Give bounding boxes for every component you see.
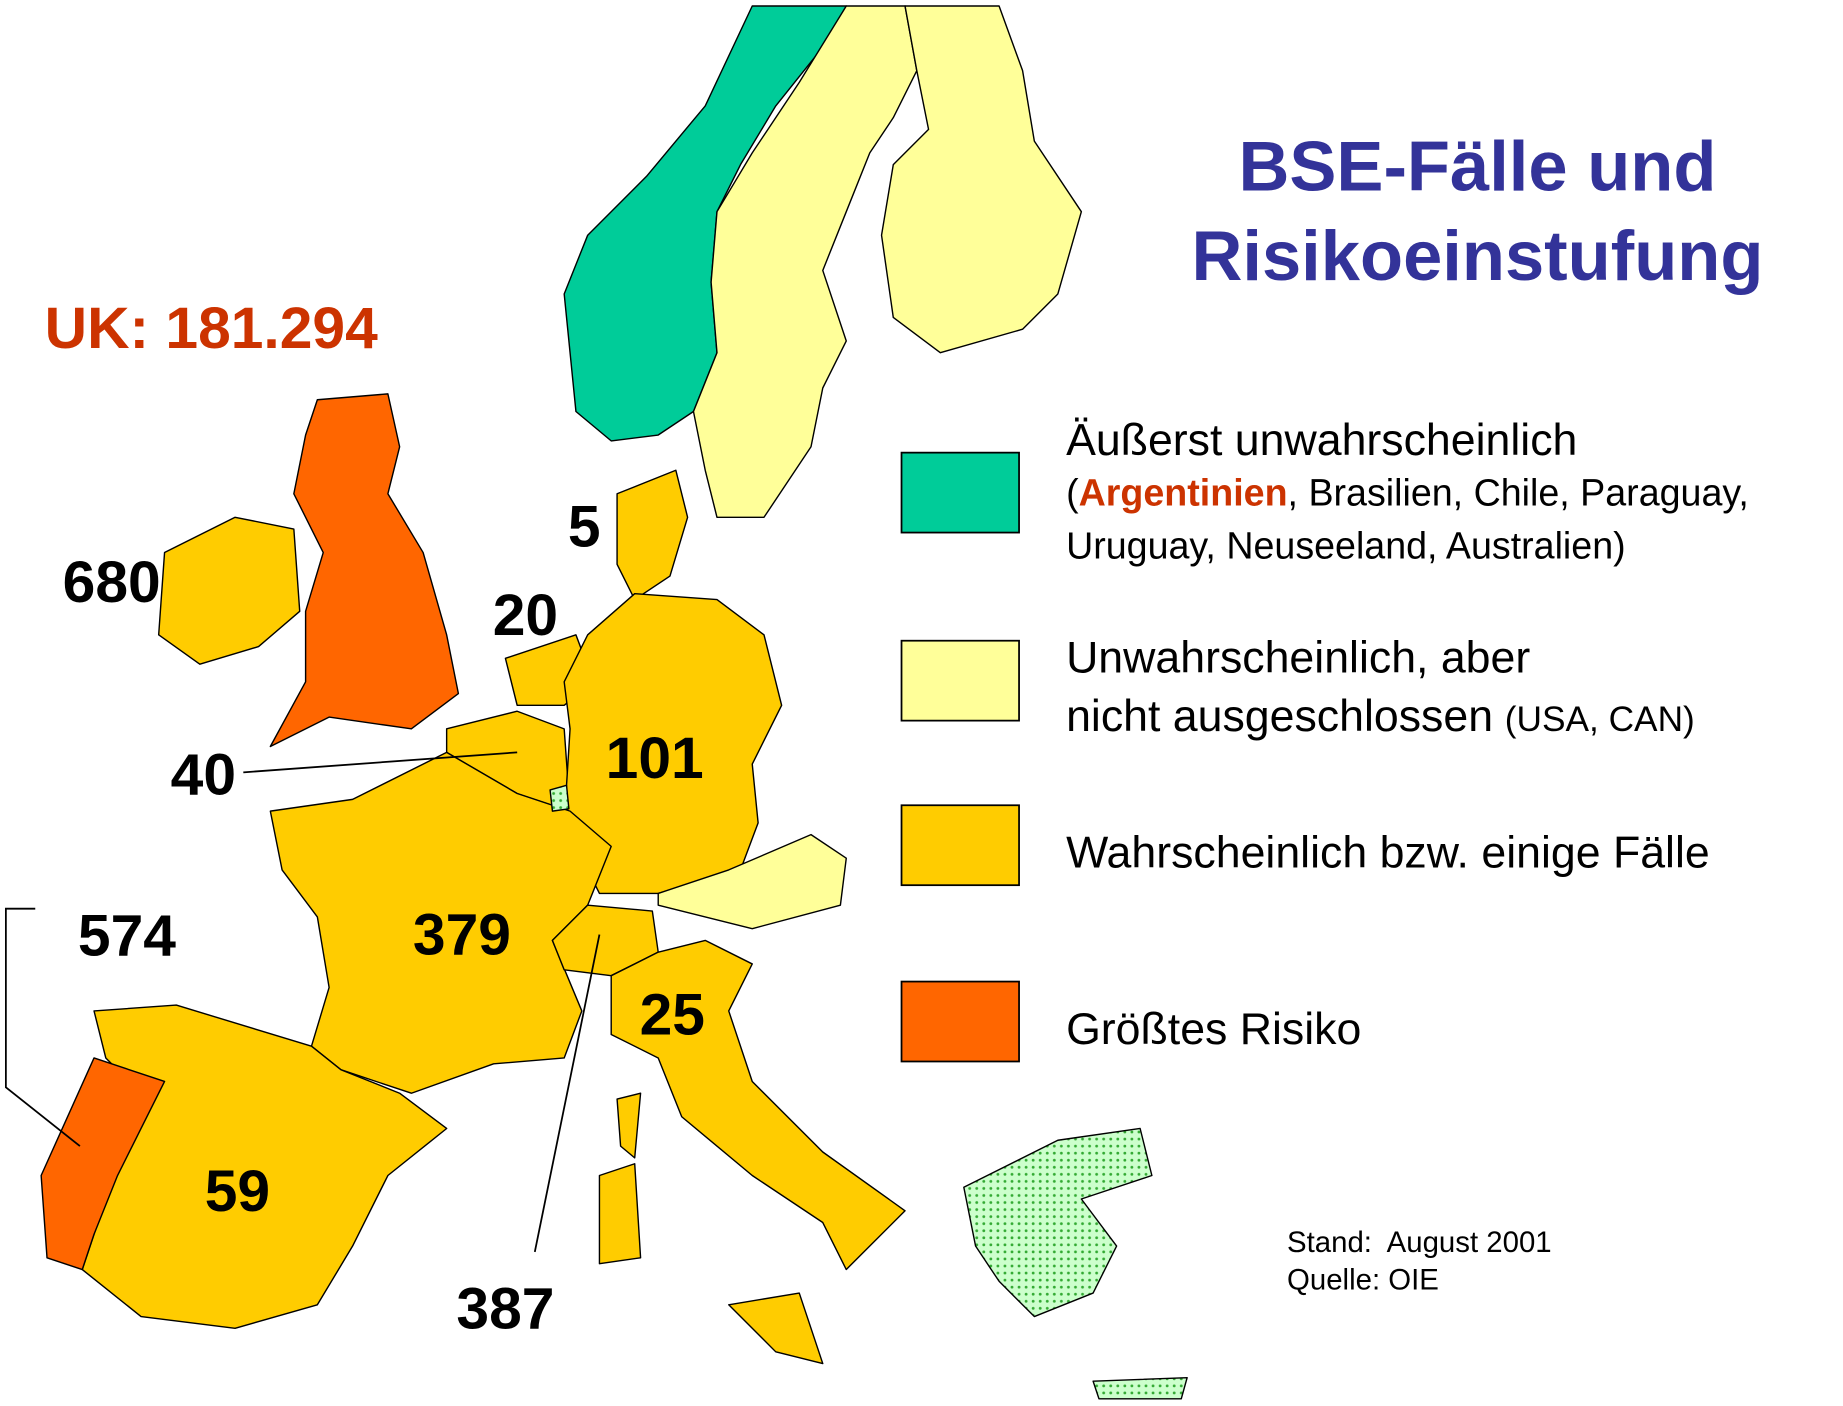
denmark (616, 469, 689, 601)
case-count: 680 (63, 550, 161, 615)
legend-swatch (900, 451, 1020, 534)
leader-line (533, 934, 601, 1253)
france (269, 751, 612, 1094)
portugal (40, 1057, 166, 1271)
leader-line (4, 907, 81, 1147)
title-line: BSE-Fälle und (1238, 127, 1716, 206)
legend-swatch (900, 980, 1020, 1063)
case-count: 574 (78, 904, 176, 969)
case-count: 40 (171, 743, 236, 808)
crete (1092, 1376, 1188, 1400)
case-count: 379 (413, 903, 511, 968)
norway (563, 5, 847, 442)
legend-note: (USA, CAN) (1505, 700, 1695, 739)
case-count: 59 (205, 1159, 270, 1224)
label-part: nicht ausgeschlossen (1066, 692, 1493, 741)
legend-label: nicht ausgeschlossen (USA, CAN) (1066, 692, 1695, 741)
austria (657, 833, 847, 930)
note-highlight: Argentinien (1079, 472, 1288, 514)
greece (963, 1127, 1153, 1318)
united-kingdom (269, 393, 460, 748)
legend-label: Äußerst unwahrscheinlich (1066, 416, 1577, 465)
sweden (692, 5, 918, 518)
leader-line (243, 751, 518, 774)
italy (610, 939, 906, 1271)
legend-label: Wahrscheinlich bzw. einige Fälle (1066, 829, 1710, 878)
legend-label: Größtes Risiko (1066, 1005, 1361, 1054)
title-line: Risikoeinstufung (1191, 216, 1763, 295)
legend-note: Uruguay, Neuseeland, Australien) (1066, 524, 1626, 566)
legend: Äußerst unwahrscheinlich (Argentinien, B… (900, 416, 1749, 1063)
source-note: Stand: August 2001 (1287, 1226, 1552, 1259)
sicily (728, 1292, 824, 1365)
leader-lines (4, 751, 601, 1253)
case-count: 387 (456, 1276, 554, 1341)
source-note: Quelle: OIE (1287, 1264, 1439, 1297)
sardinia (598, 1163, 642, 1265)
corsica (616, 1092, 642, 1159)
map (40, 5, 1188, 1400)
note-part: , Brasilien, Chile, Paraguay, (1288, 472, 1749, 514)
note-part: ( (1066, 472, 1079, 514)
legend-note: (Argentinien, Brasilien, Chile, Paraguay… (1066, 472, 1749, 514)
legend-label: Unwahrscheinlich, aber (1066, 633, 1530, 682)
legend-swatch (900, 804, 1020, 887)
luxembourg (549, 784, 570, 812)
case-count: 5 (568, 495, 601, 560)
uk-label: UK: 181.294 (45, 296, 378, 361)
case-count: 101 (606, 726, 704, 791)
germany (563, 592, 783, 895)
case-count: 20 (493, 583, 558, 648)
case-count: 25 (640, 982, 705, 1047)
ireland (157, 516, 301, 665)
legend-swatch (900, 639, 1020, 722)
finland (880, 5, 1083, 354)
